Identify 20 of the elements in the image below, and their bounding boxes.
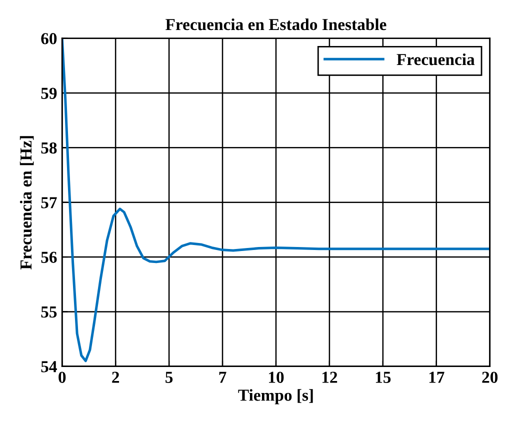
x-tick-label: 2	[112, 372, 120, 383]
x-tick-label: 17	[429, 372, 444, 383]
x-tick-label: 7	[219, 372, 226, 383]
x-tick-label: 10	[268, 372, 284, 383]
y-tick-label: 55	[41, 306, 57, 318]
x-tick-label: 20	[482, 372, 498, 383]
y-tick-label: 60	[41, 33, 57, 44]
y-tick-label: 58	[41, 142, 57, 154]
legend-label: Frecuencia	[396, 53, 475, 66]
chart-title: Frecuencia en Estado Inestable	[166, 18, 386, 30]
x-tick-label: 5	[166, 372, 173, 383]
x-axis-title: Tiempo [s]	[238, 389, 313, 404]
y-tick-label: 56	[41, 252, 57, 263]
y-tick-label: 57	[41, 197, 57, 208]
x-tick-label: 0	[58, 372, 66, 383]
x-tick-label: 12	[322, 372, 338, 383]
y-tick-label: 59	[41, 88, 57, 99]
x-tick-label: 15	[376, 372, 391, 383]
y-tick-label: 54	[41, 361, 57, 372]
y-axis-title: Frecuencia en [Hz]	[20, 136, 34, 270]
